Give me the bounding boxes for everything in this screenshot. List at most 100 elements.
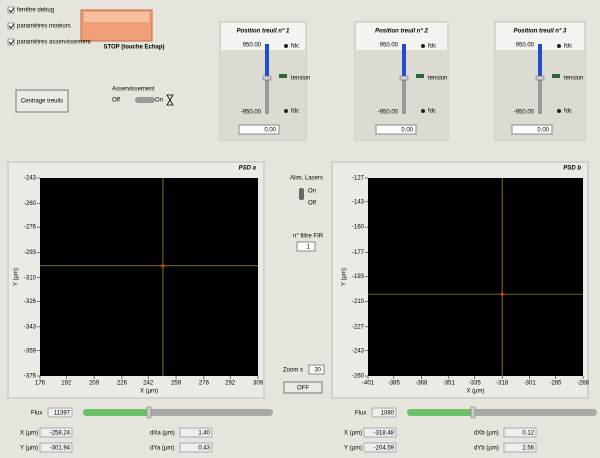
flux-knob [146, 406, 152, 419]
asserv-on: On [155, 98, 163, 104]
readout-value: -318.48 [374, 431, 395, 437]
treuil-value: 0.00 [264, 128, 276, 134]
zoom-label: Zoom x [283, 368, 303, 374]
centrage-label: Centrage treuils [21, 99, 63, 105]
y-tick-label: -143 [352, 199, 365, 205]
flux-knob [470, 406, 476, 419]
y-tick-label: -260 [24, 201, 37, 207]
readout-value: 2.56 [522, 446, 534, 452]
y-tick-label: -376 [24, 374, 37, 380]
flux-field [371, 407, 397, 418]
flux-field [47, 407, 73, 418]
x-tick-label: -335 [469, 381, 482, 387]
readout-label: dXb (µm) [474, 431, 499, 437]
fdc-top: fdc [291, 44, 299, 50]
lasers-switch[interactable] [299, 188, 304, 200]
checkbox[interactable] [7, 38, 15, 46]
y-tick-label: -227 [352, 324, 365, 330]
y-tick-label: -243 [352, 348, 365, 354]
fdc-led [421, 44, 425, 48]
fdc-bottom: fdc [428, 109, 436, 115]
flux-fill [83, 409, 149, 416]
flux-label: Flux [31, 411, 42, 417]
readout-label: X (µm) [344, 431, 362, 437]
fdc-bottom: fdc [564, 109, 572, 115]
lasers-label: Alim. Lasers [290, 176, 323, 182]
y-axis-label: Y (µm) [14, 268, 20, 286]
readout-field [503, 427, 537, 438]
checkbox[interactable] [7, 6, 15, 14]
checkbox[interactable] [7, 22, 15, 30]
x-tick-label: -385 [388, 381, 401, 387]
x-tick-label: -301 [524, 381, 537, 387]
x-axis-label: X (µm) [466, 389, 484, 395]
fdc-top: fdc [564, 44, 572, 50]
x-tick-label: 192 [61, 381, 72, 387]
checkbox-label: paramètres moteurs [17, 24, 71, 30]
treuil-value-field [511, 124, 553, 135]
readout-value: -301.94 [50, 446, 71, 452]
treuil-min: -950.00 [378, 110, 399, 116]
y-tick-label: -260 [352, 374, 365, 380]
zoom-field[interactable] [308, 364, 325, 375]
checkmark [8, 23, 15, 29]
treuil-max: 950.00 [380, 43, 399, 49]
treuil-value-field [238, 124, 280, 135]
fdc-led [557, 44, 561, 48]
checkmark [8, 39, 15, 45]
tension-led [279, 74, 287, 78]
stop-highlight [84, 12, 149, 22]
treuil-value: 0.00 [537, 128, 549, 134]
x-tick-label: 209 [89, 381, 100, 387]
tension-label: tension [428, 76, 447, 82]
tension-label: tension [291, 76, 310, 82]
zoom-off-label: OFF [297, 386, 309, 392]
x-tick-label: -351 [443, 381, 456, 387]
lasers-off: Off [308, 201, 316, 207]
x-tick-label: 292 [225, 381, 236, 387]
x-tick-label: 259 [171, 381, 182, 387]
y-tick-label: -127 [352, 176, 365, 182]
readout-value: -204.59 [374, 446, 395, 452]
treuil-track-fill [538, 44, 542, 76]
plot-area [40, 178, 258, 376]
y-tick-label: -326 [24, 299, 37, 305]
y-tick-label: -177 [352, 250, 365, 256]
centrage-button[interactable] [15, 89, 69, 113]
tension-label: tension [564, 76, 583, 82]
flux-label: Flux [355, 411, 366, 417]
x-tick-label: 309 [253, 381, 264, 387]
y-axis-label: Y (µm) [342, 268, 348, 286]
treuil-knob[interactable] [262, 75, 272, 81]
readout-field [179, 427, 213, 438]
x-axis-label: X (µm) [140, 389, 158, 395]
readout-value: 0.12 [522, 431, 534, 437]
treuil-value: 0.00 [401, 128, 413, 134]
x-tick-label: -401 [362, 381, 375, 387]
fdc-bottom: fdc [291, 109, 299, 115]
zoom-off-button[interactable] [283, 381, 323, 394]
plot-area [368, 178, 583, 376]
y-tick-label: -193 [352, 274, 365, 280]
checkmark [8, 7, 15, 13]
y-tick-label: -276 [24, 225, 37, 231]
treuil-max: 950.00 [516, 43, 535, 49]
cursor-point [500, 292, 504, 296]
x-tick-label: -285 [550, 381, 563, 387]
fdc-led [557, 109, 561, 113]
asserv-switch[interactable] [135, 97, 155, 103]
treuil-track-fill [402, 44, 406, 78]
treuil-knob[interactable] [535, 75, 545, 81]
treuil-title: Position treuil n° 2 [375, 29, 428, 35]
x-tick-label: -268 [577, 381, 590, 387]
lasers-on: On [308, 189, 316, 195]
flux-fill [407, 409, 473, 416]
filtre-field[interactable] [296, 241, 316, 252]
hourglass-icon [166, 94, 174, 106]
readout-field [363, 442, 397, 453]
treuil-max: 950.00 [243, 43, 262, 49]
treuil-knob[interactable] [399, 75, 409, 81]
readout-value: -258.24 [50, 431, 71, 437]
readout-value: 1.40 [198, 431, 210, 437]
